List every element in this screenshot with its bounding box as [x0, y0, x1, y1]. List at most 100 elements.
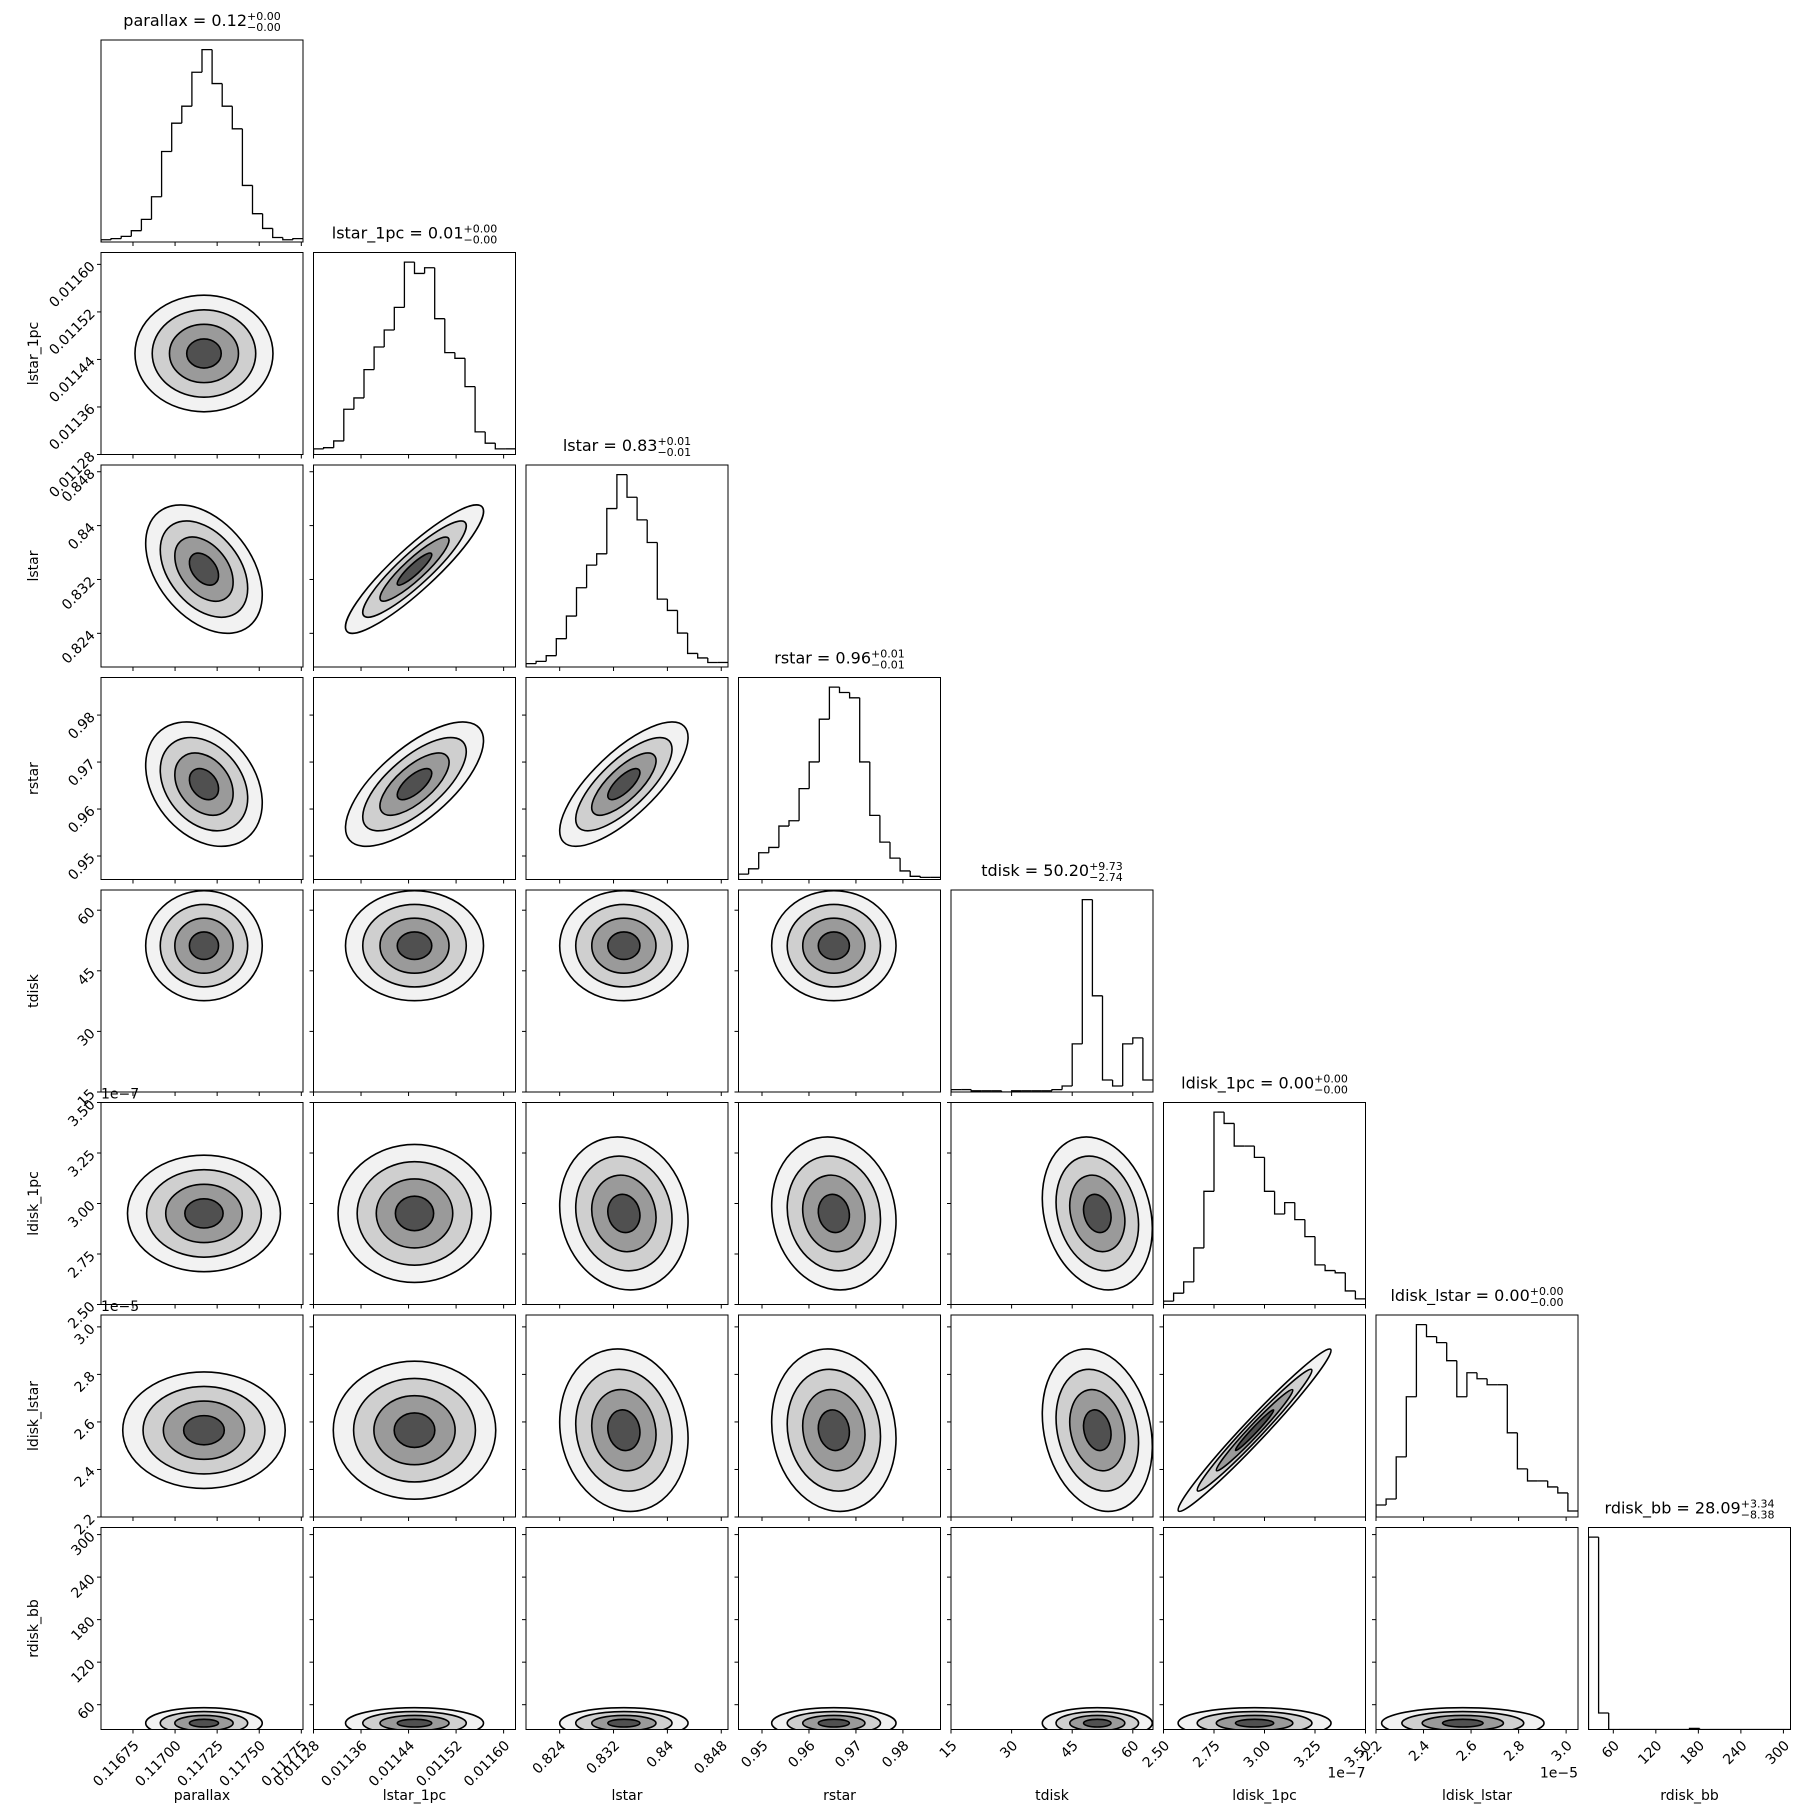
panel: [144, 504, 264, 635]
title-lower: −0.01: [871, 659, 905, 672]
hist-step: [1395, 1456, 1407, 1499]
panel: [951, 898, 1153, 1092]
hist-step: [1203, 1190, 1214, 1248]
hist-step: [1608, 1713, 1619, 1730]
hist-step: [798, 788, 810, 821]
hist-step: [343, 408, 354, 441]
x-axis-label: ldisk_lstar: [1442, 1788, 1512, 1804]
title-upper: +3.34: [1741, 1498, 1775, 1511]
panel-frame: [313, 1314, 516, 1518]
hist-step: [838, 687, 850, 694]
x-tick-label: 0.01160: [461, 1738, 513, 1790]
density-contour: [1234, 1718, 1275, 1728]
panel-frame: [100, 252, 304, 455]
hist-step: [120, 235, 132, 239]
hist-step: [1314, 1236, 1326, 1266]
panel-frame: [950, 1314, 1154, 1518]
y-tick-label: 0.832: [59, 574, 99, 614]
panel: [1380, 1706, 1545, 1730]
panel-title: lstar = 0.83+0.01 −0.01: [563, 435, 691, 459]
panel-frame: [100, 1527, 304, 1730]
y-tick-label: 0.01160: [46, 259, 98, 311]
title-lower: −2.74: [1089, 871, 1123, 884]
panel-frame: [738, 1527, 941, 1730]
panel: [1041, 1136, 1153, 1291]
x-tick-label: 60: [1118, 1738, 1142, 1762]
hist-step: [272, 228, 283, 239]
hist-step: [1526, 1468, 1538, 1482]
y-tick-label: 0.98: [65, 709, 98, 742]
hist-step: [1091, 899, 1103, 997]
panel-frame: [100, 464, 304, 668]
hist-step: [474, 386, 486, 433]
hist-step: [171, 122, 182, 152]
title-main: tdisk = 50.20: [981, 861, 1089, 880]
hist-step: [1223, 1112, 1235, 1125]
x-axis-label: parallax: [174, 1788, 230, 1804]
x-tick-label: 45: [1058, 1738, 1082, 1762]
hist-step: [1456, 1360, 1467, 1398]
hist-step: [555, 638, 567, 656]
panel: [344, 721, 485, 848]
panel-title: lstar_1pc = 0.01+0.00 −0.00: [332, 223, 498, 247]
panel: [344, 890, 485, 1002]
hist-step: [859, 697, 870, 763]
y-tick-label: 0.97: [65, 756, 98, 789]
panel-frame: [1588, 1527, 1791, 1730]
title-lower: −0.00: [1314, 1084, 1348, 1097]
panel-title: parallax = 0.12+0.00 −0.00: [123, 10, 280, 34]
panel: [558, 890, 689, 1002]
panel: [144, 1706, 264, 1730]
panel-frame: [525, 889, 729, 1093]
panel-frame: [100, 1314, 304, 1518]
hist-step: [1698, 1728, 1710, 1730]
hist-step: [828, 686, 840, 720]
density-contour: [607, 931, 641, 961]
hist-step: [464, 358, 476, 388]
hist-step: [1193, 1247, 1204, 1282]
y-tick-label: 300: [68, 1529, 98, 1559]
y-tick-label: 0.95: [65, 850, 98, 883]
hist-step: [656, 542, 668, 600]
hist-step: [808, 761, 820, 789]
y-offset: 1e−7: [101, 1087, 139, 1103]
hist-step: [1183, 1281, 1194, 1294]
x-axis-label: tdisk: [1035, 1788, 1070, 1804]
density-contour: [1082, 1193, 1112, 1234]
density-contour: [817, 1193, 851, 1234]
x-axis-label: lstar: [611, 1788, 642, 1804]
y-tick-label: 0.01136: [46, 401, 98, 453]
x-tick-label: 15: [937, 1738, 961, 1762]
title-main: ldisk_1pc = 0.00: [1181, 1074, 1314, 1094]
panel: [1376, 1323, 1578, 1517]
x-axis-label: rstar: [823, 1788, 856, 1804]
y-tick-label: 3.25: [65, 1147, 98, 1180]
panel: [558, 1348, 689, 1513]
hist-step: [1354, 1290, 1366, 1300]
hist-step: [292, 237, 303, 240]
hist-step: [393, 306, 405, 331]
panel: [558, 721, 689, 848]
hist-step: [160, 150, 172, 197]
panel: [770, 1706, 897, 1730]
hist-step: [1233, 1123, 1245, 1147]
hist-step: [686, 633, 698, 655]
panel: [313, 261, 516, 455]
density-contour: [607, 1718, 641, 1728]
hist-step: [1476, 1372, 1488, 1380]
y-tick-label: 2.8: [72, 1369, 99, 1396]
hist-step: [1213, 1111, 1225, 1192]
hist-step: [666, 599, 678, 612]
hist-step: [434, 267, 445, 320]
hist-step: [241, 128, 253, 187]
y-tick-label: 0.01152: [46, 306, 98, 358]
title-main: lstar = 0.83: [563, 436, 658, 455]
hist-step: [636, 497, 648, 521]
density-contour: [394, 1195, 435, 1232]
hist-step: [1051, 1088, 1063, 1091]
title-main: lstar_1pc = 0.01: [332, 224, 464, 244]
panel: [1177, 1348, 1332, 1513]
y-axis-label: rdisk_bb: [26, 1599, 42, 1658]
panel-frame: [525, 1527, 729, 1730]
